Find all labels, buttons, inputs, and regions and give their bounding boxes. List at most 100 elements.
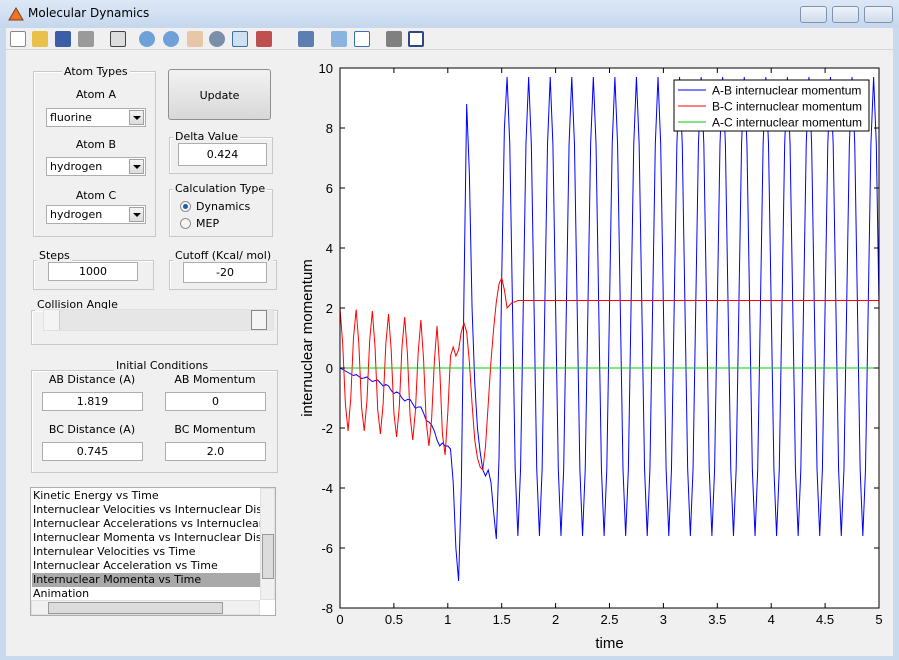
hide-tools-button[interactable] xyxy=(386,31,402,47)
list-item[interactable]: Internuclear Velocities vs Internuclear … xyxy=(33,503,261,516)
legend-button[interactable] xyxy=(354,31,370,47)
panel-title: Cutoff (Kcal/ mol) xyxy=(173,249,274,262)
x-tick-label: 1 xyxy=(444,612,451,627)
field-input[interactable]: 2.0 xyxy=(165,442,266,461)
title-bar: Molecular Dynamics xyxy=(0,0,899,28)
zoom-out-button[interactable] xyxy=(163,31,179,47)
field-input[interactable]: 0.745 xyxy=(42,442,143,461)
plot-listbox[interactable]: Animation Internuclear Momenta vs Time Int… xyxy=(30,487,276,616)
radio-dot[interactable] xyxy=(180,218,191,229)
y-axis-label: internuclear momentum xyxy=(299,259,316,417)
radio-option[interactable]: Dynamics xyxy=(180,200,250,213)
series-line xyxy=(339,276,879,472)
y-tick-label: 0 xyxy=(326,361,333,376)
dropdown-arrow[interactable] xyxy=(129,110,144,125)
brush-button[interactable] xyxy=(256,31,272,47)
scroll-thumb[interactable] xyxy=(48,602,223,614)
rotate-button[interactable] xyxy=(209,31,225,47)
dropdown-value: fluorine xyxy=(50,111,92,124)
x-tick-label: 4 xyxy=(768,612,775,627)
open-button[interactable] xyxy=(32,31,48,47)
app-icon xyxy=(8,7,24,21)
y-tick-label: 10 xyxy=(319,61,333,76)
list-item[interactable]: Internuclear Acceleration vs Time xyxy=(33,559,218,572)
maximize-button[interactable] xyxy=(832,6,859,23)
select-button[interactable] xyxy=(110,31,126,47)
legend-box xyxy=(673,79,870,132)
list-item[interactable]: Internuclear Accelerations vs Internucle… xyxy=(33,517,261,530)
horizontal-scrollbar[interactable] xyxy=(31,600,260,615)
panel-title: Steps xyxy=(37,249,72,262)
list-item[interactable]: Internuclear Momenta vs Time xyxy=(32,573,261,587)
x-tick-label: 0 xyxy=(336,612,343,627)
x-tick-label: 1.5 xyxy=(493,612,511,627)
y-tick-label: -4 xyxy=(321,481,333,496)
atom-dropdown[interactable]: fluorine xyxy=(46,108,146,127)
x-tick-label: 4.5 xyxy=(816,612,834,627)
dropdown-value: hydrogen xyxy=(50,160,103,173)
y-tick-label: -2 xyxy=(321,421,333,436)
panel-title: Initial Conditions xyxy=(114,359,211,372)
field-label: BC Distance (A) xyxy=(48,423,136,436)
save-button[interactable] xyxy=(55,31,71,47)
panel-title: Collision Angle xyxy=(35,298,120,311)
toolbar xyxy=(6,28,893,50)
slider-left-arrow[interactable] xyxy=(44,310,60,330)
chart: 0 0.5 1 1.5 2 2.5 3 3.5 4 4.5 5 -8 -6 -4 -2 0 2 4 6 8 10 time… xyxy=(299,61,883,652)
panel-title: Calculation Type xyxy=(173,182,268,195)
legend-label: A-C internuclear momentum xyxy=(712,116,862,130)
list-item[interactable]: Internulear Velocities vs Time xyxy=(33,545,196,558)
y-tick-label: 2 xyxy=(326,301,333,316)
list-item[interactable]: Internuclear Momenta vs Internuclear Dis… xyxy=(33,531,261,544)
field-label: BC Momentum xyxy=(174,423,256,436)
x-tick-label: 5 xyxy=(875,612,882,627)
y-tick-label: -6 xyxy=(321,541,333,556)
zoom-in-button[interactable] xyxy=(139,31,155,47)
radio-dot[interactable] xyxy=(180,201,191,212)
dropdown-value: hydrogen xyxy=(50,208,103,221)
data-cursor-button[interactable] xyxy=(232,31,248,47)
print-button[interactable] xyxy=(78,31,94,47)
field-input[interactable]: 1.819 xyxy=(42,392,143,411)
list-item[interactable]: Kinetic Energy vs Time xyxy=(33,489,159,502)
panel-title: Atom Types xyxy=(62,65,130,78)
link-button[interactable] xyxy=(298,31,314,47)
dropdown-arrow[interactable] xyxy=(129,159,144,174)
atom-label: Atom C xyxy=(75,189,117,202)
slider-thumb[interactable] xyxy=(251,310,267,330)
minimize-button[interactable] xyxy=(800,6,827,23)
legend-label: B-C internuclear momentum xyxy=(712,100,862,114)
panel-title: Delta Value xyxy=(173,130,241,143)
collision-angle-slider[interactable] xyxy=(43,309,274,331)
show-tools-button[interactable] xyxy=(408,31,424,47)
list-item[interactable]: Animation xyxy=(33,587,90,600)
field-label: AB Distance (A) xyxy=(48,373,136,386)
atom-dropdown[interactable]: hydrogen xyxy=(46,157,146,176)
legend-label: A-B internuclear momentum xyxy=(712,84,861,98)
cutoff-input[interactable]: -20 xyxy=(183,262,267,283)
x-axis-label: time xyxy=(595,635,623,652)
x-tick-label: 2.5 xyxy=(600,612,618,627)
dropdown-arrow[interactable] xyxy=(129,207,144,222)
pan-button[interactable] xyxy=(187,31,203,47)
vertical-scrollbar[interactable] xyxy=(260,488,275,600)
new-button[interactable] xyxy=(10,31,26,47)
y-tick-label: 4 xyxy=(326,241,333,256)
colorbar-button[interactable] xyxy=(331,31,347,47)
delta-value-input[interactable]: 0.424 xyxy=(178,143,267,166)
atom-dropdown[interactable]: hydrogen xyxy=(46,205,146,224)
steps-panel xyxy=(33,260,154,290)
radio-label: Dynamics xyxy=(196,200,251,213)
x-tick-label: 3.5 xyxy=(708,612,726,627)
steps-input[interactable]: 1000 xyxy=(48,262,138,281)
x-tick-label: 0.5 xyxy=(385,612,403,627)
scroll-thumb[interactable] xyxy=(262,534,274,579)
radio-label: MEP xyxy=(196,217,220,230)
update-button[interactable]: Update xyxy=(168,69,271,120)
field-label: AB Momentum xyxy=(174,373,256,386)
field-input[interactable]: 0 xyxy=(165,392,266,411)
radio-option[interactable]: MEP xyxy=(180,217,219,230)
close-button[interactable] xyxy=(864,6,893,23)
y-tick-label: 8 xyxy=(326,121,333,136)
